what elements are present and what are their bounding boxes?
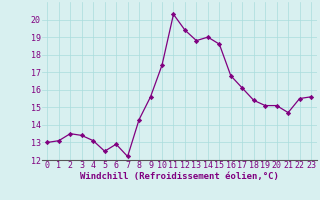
X-axis label: Windchill (Refroidissement éolien,°C): Windchill (Refroidissement éolien,°C) bbox=[80, 172, 279, 181]
